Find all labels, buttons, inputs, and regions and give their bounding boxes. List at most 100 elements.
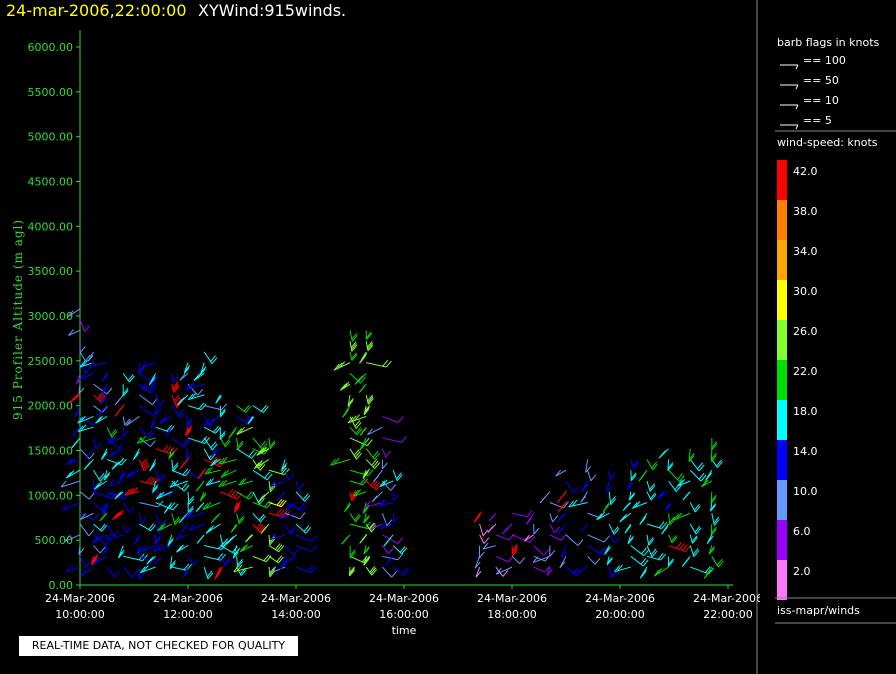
wind-barb-flag (146, 430, 153, 437)
wind-barb-flag (231, 524, 238, 532)
wind-barb-flag (215, 426, 221, 434)
wind-barb-flag (115, 491, 122, 498)
wind-barb-flag (479, 551, 485, 559)
wind-barb-flag (658, 490, 665, 498)
wind-barb-shaft (632, 502, 648, 509)
wind-barb-shaft (139, 426, 150, 439)
wind-barb-shaft (363, 545, 367, 555)
wind-barb-shaft (587, 555, 596, 565)
wind-barb-flag (156, 544, 163, 551)
wind-barb-flag (403, 569, 410, 576)
wind-barb-flag (374, 482, 380, 489)
wind-barb-shaft (186, 448, 189, 460)
wind-barb-flag (667, 462, 674, 469)
wind-barb-flag (278, 512, 285, 520)
wind-barb-flag (711, 443, 718, 451)
wind-barb-flag (150, 524, 157, 532)
wind-barb-shaft (382, 566, 392, 578)
wind-barb-shaft (155, 523, 160, 534)
wind-barb-shaft (630, 459, 635, 469)
speed-color-swatch (777, 160, 787, 200)
wind-barb-flag (165, 446, 172, 453)
wind-barb-flag (79, 373, 86, 380)
wind-barb-flag (303, 525, 310, 532)
wind-barb-flag (217, 566, 224, 574)
wind-barb-flag (221, 543, 228, 550)
wind-barb-shaft (77, 415, 94, 424)
wind-barb-shaft (549, 523, 556, 534)
wind-barb-flag (204, 437, 211, 444)
wind-barb-flag (236, 428, 243, 435)
wind-barb-shaft (94, 480, 108, 490)
speed-legend-label: 2.0 (793, 565, 811, 578)
wind-barb-flag (625, 525, 632, 532)
wind-barb-flag (219, 460, 226, 468)
wind-barb-flag (142, 361, 148, 368)
wind-barb-shaft (139, 437, 151, 447)
barb-legend-title: barb flags in knots (777, 36, 880, 49)
wind-barb-flag (211, 456, 217, 464)
wind-barb-shaft (279, 512, 297, 520)
wind-barb-flag (174, 516, 180, 524)
barb-sample-flag (795, 104, 799, 110)
wind-barb-shaft (218, 458, 237, 465)
wind-barb-flag (519, 557, 526, 564)
wind-barb-flag (193, 374, 200, 381)
wind-barb-flag (539, 496, 546, 504)
wind-barb-shaft (91, 556, 94, 566)
wind-barb-flag (124, 418, 131, 426)
wind-barb-flag (257, 523, 264, 531)
wind-barb-flag (603, 503, 610, 511)
wind-barb-flag (594, 557, 601, 565)
wind-barb-flag (363, 506, 369, 514)
wind-barb-flag (651, 550, 658, 558)
wind-barb-flag (159, 399, 165, 407)
wind-barb-flag (125, 419, 132, 427)
wind-barb-flag (105, 538, 112, 546)
wind-barb-flag (360, 427, 367, 435)
wind-barb-flag (634, 500, 641, 508)
wind-barb-flag (368, 522, 375, 530)
wind-barb-flag (190, 392, 197, 400)
wind-barb-flag (367, 469, 374, 476)
wind-barb-shaft (79, 523, 90, 537)
wind-barb-flag (649, 485, 656, 492)
wind-barb-shaft (106, 566, 116, 578)
wind-barb-flag (366, 333, 372, 341)
wind-barb-flag (100, 388, 107, 396)
wind-barb-shaft (126, 469, 140, 479)
wind-barb-flag (365, 521, 371, 529)
wind-barb-flag (256, 522, 263, 529)
wind-barb-flag (186, 420, 193, 428)
wind-barb-flag (152, 376, 159, 384)
wind-barb-flag (290, 528, 297, 535)
wind-barb-flag (563, 501, 569, 509)
wind-barb-flag (580, 496, 587, 503)
speed-legend-label: 18.0 (793, 405, 818, 418)
wind-barb-flag (120, 491, 127, 499)
wind-barb-flag (669, 516, 675, 524)
speed-legend-label: 10.0 (793, 485, 818, 498)
wind-barb-flag (293, 548, 300, 556)
wind-barb-flag (258, 447, 265, 455)
wind-barb-shaft (268, 567, 271, 577)
wind-barb-flag (176, 401, 183, 408)
wind-barb-flag (694, 505, 701, 513)
wind-barb-flag (599, 546, 606, 554)
wind-barb-shaft (93, 502, 104, 513)
wind-barb-flag (598, 512, 605, 519)
wind-barb-flag (351, 354, 358, 361)
wind-barb-shaft (139, 555, 156, 565)
wind-barb-flag (355, 422, 362, 429)
wind-barb-shaft (365, 502, 383, 508)
wind-barb-flag (107, 490, 114, 498)
wind-barb-shaft (367, 426, 383, 436)
wind-barb-flag (384, 558, 391, 566)
wind-barb-flag (227, 536, 234, 543)
wind-barb-flag (233, 549, 240, 557)
wind-barb-flag (367, 344, 374, 352)
wind-barb-shaft (495, 555, 509, 563)
wind-barb-shaft (495, 566, 504, 577)
wind-barb-shaft (348, 567, 351, 577)
wind-barb-flag (102, 373, 109, 381)
